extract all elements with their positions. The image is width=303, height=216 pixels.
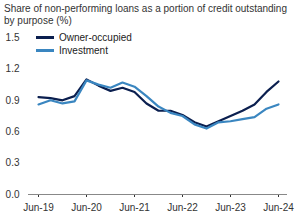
svg-text:0.6: 0.6 [6,126,20,137]
svg-text:1.2: 1.2 [6,63,20,74]
svg-text:0.9: 0.9 [6,95,20,106]
svg-text:1.5: 1.5 [6,32,20,43]
svg-text:Jun-19: Jun-19 [23,202,54,213]
svg-text:0.3: 0.3 [6,157,20,168]
svg-text:Jun-23: Jun-23 [215,202,246,213]
svg-text:Jun-24: Jun-24 [263,202,294,213]
svg-text:0.0: 0.0 [6,189,20,200]
svg-text:Jun-22: Jun-22 [167,202,198,213]
svg-text:Jun-21: Jun-21 [119,202,150,213]
html-text:Investment: Investment [59,45,108,56]
svg-text:Jun-20: Jun-20 [71,202,102,213]
html-text:Owner-occupied: Owner-occupied [59,32,132,43]
html-text:Share of non-performing loans: Share of non-performing loans as a porti… [4,3,287,26]
